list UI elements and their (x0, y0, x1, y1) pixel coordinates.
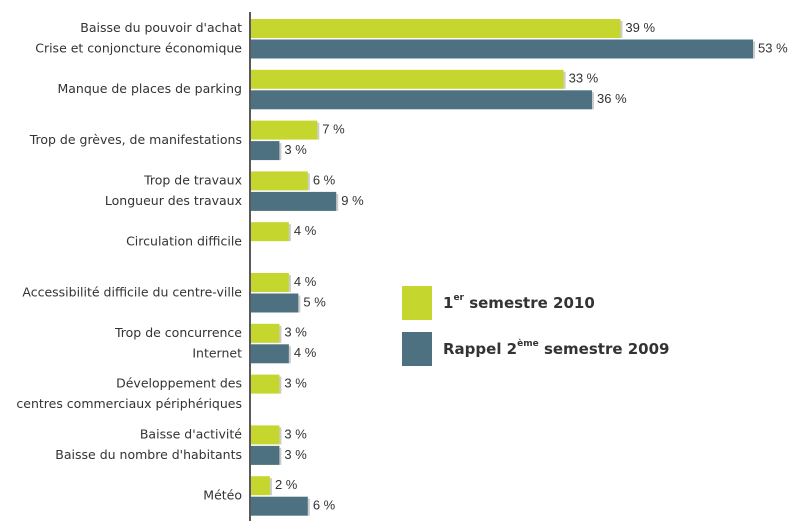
value-label: 4 % (294, 274, 317, 289)
bar-shadow (336, 193, 339, 211)
category-label: Développement des (116, 376, 242, 391)
bar-shadow (288, 346, 291, 364)
category-label: Crise et conjoncture économique (35, 41, 242, 56)
category-label: Baisse d'activité (140, 426, 242, 441)
bar-shadow (753, 41, 756, 59)
value-label: 39 % (625, 20, 655, 35)
bar (251, 323, 280, 343)
legend-text: semestre 2009 (539, 340, 670, 358)
bar-shadow (288, 275, 291, 292)
category-label: Trop de grèves, de manifestations (29, 132, 242, 147)
value-label: 9 % (341, 193, 364, 208)
value-label: 3 % (284, 447, 307, 462)
category-label: Baisse du pouvoir d'achat (80, 20, 242, 35)
bar (251, 496, 308, 516)
bar (251, 120, 318, 140)
category-label: Baisse du nombre d'habitants (55, 447, 242, 462)
value-label: 36 % (597, 91, 627, 106)
bar (251, 141, 280, 161)
value-label: 3 % (284, 376, 307, 391)
bar-shadow (279, 325, 282, 343)
category-label: Trop de concurrence (114, 325, 242, 340)
value-label: 4 % (294, 223, 317, 238)
bar (251, 273, 289, 292)
bar (251, 171, 308, 191)
bar-shadow (592, 92, 595, 110)
category-label: Internet (192, 345, 242, 360)
bar (251, 425, 280, 445)
bar (251, 374, 280, 394)
bar (251, 90, 593, 110)
value-label: 33 % (569, 71, 599, 86)
bar-shadow (563, 71, 566, 89)
bar-shadow (269, 478, 272, 496)
category-label: Trop de travaux (143, 172, 242, 187)
legend-text: er (453, 293, 464, 303)
value-label: 5 % (303, 294, 326, 309)
category-label: Manque de places de parking (57, 81, 242, 96)
bar-shadow (307, 498, 310, 516)
bar (251, 293, 299, 313)
legend-swatch (402, 332, 432, 366)
bar-shadow (288, 224, 291, 242)
bar (251, 445, 280, 465)
bar-shadow (307, 173, 310, 191)
bar (251, 476, 270, 496)
legend-text: semestre 2010 (464, 294, 595, 312)
bar (251, 19, 621, 38)
bar-shadow (279, 376, 282, 394)
legend-swatch (402, 286, 432, 320)
value-label: 3 % (284, 426, 307, 441)
category-label: Longueur des travaux (105, 193, 242, 208)
legend-text: 1 (443, 294, 453, 312)
value-label: 6 % (313, 498, 336, 513)
category-label: centres commerciaux périphériques (16, 396, 242, 411)
bar-shadow (298, 295, 301, 313)
bar (251, 191, 337, 211)
bar-shadow (317, 122, 320, 140)
bar (251, 344, 289, 364)
bar (251, 69, 564, 89)
legend-text: Rappel 2 (443, 340, 517, 358)
value-label: 3 % (284, 142, 307, 157)
bar-shadow (620, 21, 623, 38)
bar-shadow (279, 427, 282, 445)
bar (251, 39, 754, 59)
bar (251, 222, 289, 242)
legend-label: Rappel 2ème semestre 2009 (443, 338, 670, 358)
legend-text: ème (517, 338, 539, 349)
category-label: Météo (203, 487, 242, 502)
value-label: 53 % (758, 40, 788, 55)
bar-shadow (279, 447, 282, 465)
value-label: 6 % (313, 172, 336, 187)
category-label: Circulation difficile (126, 233, 242, 248)
value-label: 3 % (284, 325, 307, 340)
value-label: 4 % (294, 345, 317, 360)
category-label: Accessibilité difficile du centre-ville (22, 284, 242, 299)
value-label: 7 % (322, 122, 345, 137)
value-label: 2 % (275, 477, 298, 492)
legend-label: 1er semestre 2010 (443, 293, 595, 312)
bar-shadow (279, 143, 282, 161)
